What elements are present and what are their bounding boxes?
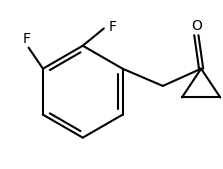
Text: O: O: [191, 19, 202, 33]
Text: F: F: [108, 20, 116, 34]
Text: F: F: [23, 32, 31, 46]
